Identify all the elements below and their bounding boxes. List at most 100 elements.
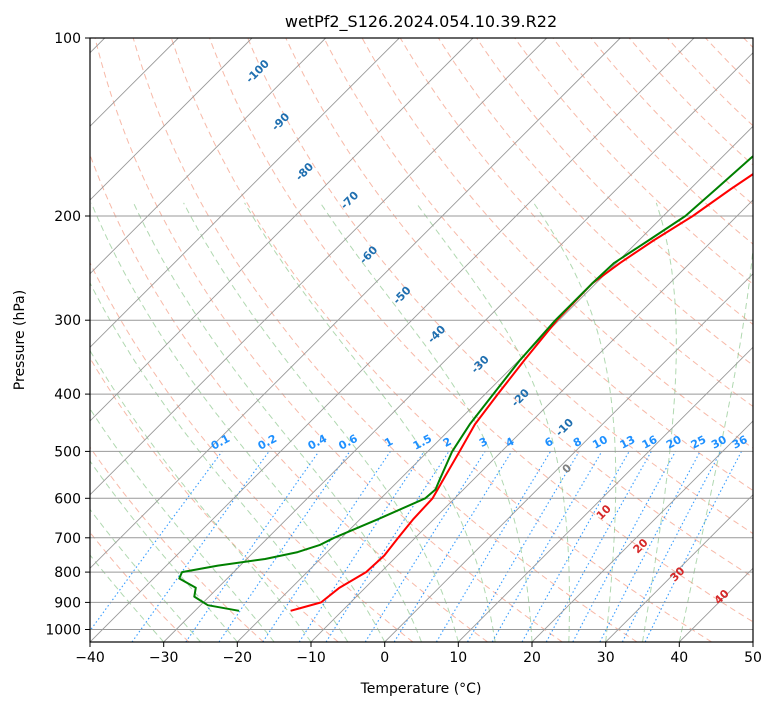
dry-adiabat-line <box>552 38 753 245</box>
isotherm-line <box>90 38 327 275</box>
moist-adiabat-line <box>678 244 753 642</box>
isotherm-label: -70 <box>338 189 361 212</box>
isotherm-line <box>531 420 753 642</box>
dry-adiabat-line <box>170 38 712 642</box>
dry-adiabat-line <box>769 25 775 642</box>
moist-adiabat-label: 30 <box>668 564 688 584</box>
mixing-ratio-line <box>298 451 425 642</box>
mixing-ratio-line <box>521 451 630 642</box>
y-tick-label: 100 <box>54 31 81 47</box>
moist-adiabat-line <box>183 202 459 642</box>
mixing-ratio-label: 0.1 <box>209 432 232 453</box>
dewpoint-profile <box>178 155 753 612</box>
mixing-ratio-line <box>185 451 320 642</box>
y-tick-label: 900 <box>54 595 81 611</box>
mixing-ratio-line <box>218 451 351 642</box>
isotherm-line <box>90 38 695 642</box>
moist-adiabat-label: 10 <box>594 502 614 522</box>
isotherm-line <box>605 494 753 642</box>
y-tick-label: 800 <box>54 565 81 581</box>
x-tick-label: 40 <box>670 650 688 666</box>
dry-adiabat-line <box>90 357 339 642</box>
dry-adiabat-line <box>247 38 753 578</box>
plot-frame <box>89 37 754 643</box>
x-axis-title: Temperature (°C) <box>360 681 482 697</box>
moist-adiabat-label: 40 <box>712 587 732 607</box>
mixing-ratio-label: 16 <box>640 433 660 452</box>
isotherm-line <box>90 38 548 496</box>
mixing-ratio-line <box>393 451 513 642</box>
moist-adiabat-line <box>90 554 165 642</box>
dry-adiabat-line <box>437 38 753 366</box>
mixing-ratio-label: 20 <box>664 433 684 452</box>
dry-adiabat-line <box>90 531 190 642</box>
dry-adiabat-line <box>285 38 753 535</box>
isotherm-line <box>236 125 753 642</box>
moist-adiabat-label: 0 <box>560 461 575 476</box>
mixing-ratio-line <box>599 451 701 642</box>
dry-adiabat-line <box>361 38 753 449</box>
x-tick-label: 50 <box>744 650 762 666</box>
isotherm-label: -20 <box>509 386 532 409</box>
mixing-ratio-label: 30 <box>709 433 729 452</box>
moist-adiabat-line <box>90 460 238 642</box>
y-tick-label: 200 <box>54 209 81 225</box>
isotherm-line <box>457 346 753 642</box>
isotherm-label: -40 <box>425 322 448 345</box>
y-tick-label: 500 <box>54 444 81 460</box>
mixing-ratio-label: 0.2 <box>256 432 279 453</box>
mixing-ratio-line <box>621 451 722 642</box>
x-tick-label: 30 <box>597 650 615 666</box>
x-tick-label: −20 <box>223 650 253 666</box>
mixing-ratio-label: 1.5 <box>411 432 434 453</box>
dry-adiabat-line <box>399 38 753 408</box>
x-tick-label: 20 <box>523 650 541 666</box>
mixing-ratio-line <box>364 451 486 642</box>
dry-adiabat-line <box>90 153 488 642</box>
moist-adiabat-line <box>133 202 422 642</box>
isotherm-line <box>310 199 753 642</box>
mixing-ratio-label: 1 <box>382 435 395 450</box>
isotherm-label: -10 <box>553 416 576 439</box>
x-tick-label: −30 <box>149 650 179 666</box>
dry-adiabat-line <box>94 38 563 642</box>
isotherm-line <box>90 38 474 422</box>
isotherm-label: -90 <box>269 110 292 133</box>
mixing-ratio-line <box>572 451 676 642</box>
moist-adiabat-line <box>533 202 617 642</box>
temperature-profile <box>290 172 753 612</box>
moist-adiabat-line <box>90 508 201 642</box>
x-tick-label: 10 <box>449 650 467 666</box>
isotherm-line <box>678 567 753 642</box>
y-tick-label: 400 <box>54 387 81 403</box>
dry-adiabat-line <box>590 38 753 206</box>
dry-adiabat-line <box>90 261 414 642</box>
y-tick-label: 700 <box>54 531 81 547</box>
dry-adiabat-line <box>90 446 264 642</box>
isotherm-label: -100 <box>243 57 272 86</box>
mixing-ratio-label: 0.4 <box>306 432 330 453</box>
x-tick-label: 0 <box>380 650 389 666</box>
dry-adiabat-line <box>704 38 753 88</box>
dry-adiabat-line <box>323 38 753 492</box>
isotherm-label: -60 <box>357 243 380 266</box>
y-axis-title: Pressure (hPa) <box>12 290 28 390</box>
x-tick-label: −10 <box>296 650 326 666</box>
chart-title: wetPf2_S126.2024.054.10.39.R22 <box>285 12 557 32</box>
mixing-ratio-line <box>644 451 742 642</box>
moist-adiabat-line <box>90 349 312 642</box>
mixing-ratio-line <box>262 451 391 642</box>
mixing-ratio-line <box>90 451 223 632</box>
mixing-ratio-label: 10 <box>590 433 610 452</box>
moist-adiabat-line <box>244 202 496 642</box>
mixing-ratio-label: 36 <box>730 433 750 452</box>
mixing-ratio-line <box>545 451 652 642</box>
dry-adiabat-line <box>666 38 753 127</box>
y-tick-label: 1000 <box>45 623 81 639</box>
x-tick-label: −40 <box>75 650 105 666</box>
y-tick-label: 300 <box>54 313 81 329</box>
dry-adiabat-line <box>132 38 638 642</box>
mixing-ratio-line <box>467 451 580 642</box>
isotherm-line <box>752 641 753 642</box>
